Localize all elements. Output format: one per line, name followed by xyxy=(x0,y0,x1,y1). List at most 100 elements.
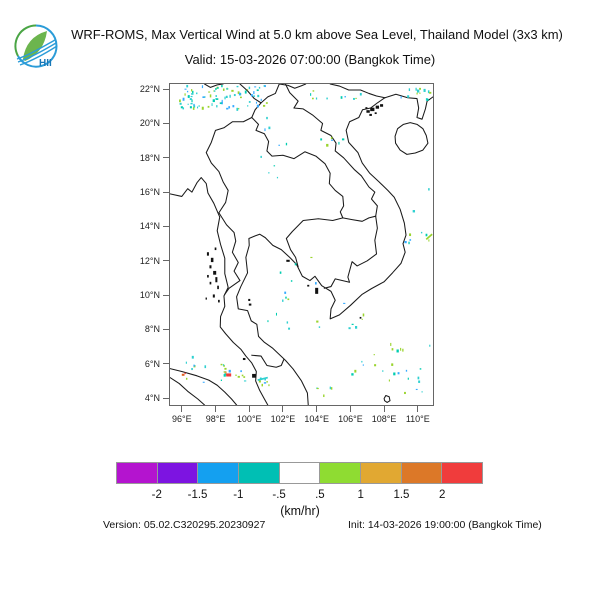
wind-speckle xyxy=(265,102,268,104)
wind-speckle xyxy=(374,364,377,367)
wind-speckle xyxy=(330,387,333,390)
wind-speckle xyxy=(341,138,345,141)
wind-speckle xyxy=(221,101,223,105)
wind-speckle xyxy=(362,313,365,317)
coastline xyxy=(394,122,429,155)
wind-speckle xyxy=(228,106,231,109)
wind-speckle xyxy=(316,320,319,323)
wind-speckle xyxy=(396,349,399,353)
wind-speckle xyxy=(320,138,323,141)
colorbar-tick-label: .5 xyxy=(315,489,325,501)
logo-wave-icon xyxy=(16,39,56,60)
wind-speckle xyxy=(228,369,231,373)
colorbar xyxy=(116,462,484,484)
island xyxy=(365,107,368,109)
wind-speckle xyxy=(390,342,392,346)
wind-speckle xyxy=(409,233,412,237)
wind-speckle xyxy=(263,85,265,87)
lon-tick-label: 108°E xyxy=(371,414,397,424)
coastline xyxy=(170,177,269,405)
wind-speckle xyxy=(355,326,358,329)
island xyxy=(307,284,310,287)
wind-speckle xyxy=(240,370,242,373)
wind-speckle xyxy=(402,348,404,352)
wind-speckle xyxy=(351,373,354,376)
wind-speckle xyxy=(190,95,193,98)
wind-speckle xyxy=(397,372,400,375)
wind-speckle xyxy=(419,92,421,94)
colorbar-cell xyxy=(319,462,362,484)
colorbar-cell xyxy=(441,462,484,484)
wind-speckle xyxy=(279,271,282,274)
wind-speckle xyxy=(193,364,195,367)
wind-speckle xyxy=(185,361,187,364)
lat-tick-label: 14°N xyxy=(139,221,160,232)
wind-speckle xyxy=(428,239,430,242)
lat-tick xyxy=(163,122,169,124)
wind-speckle xyxy=(241,374,244,377)
wind-speckle xyxy=(428,188,430,191)
wind-speckle xyxy=(189,106,192,109)
island xyxy=(359,316,362,319)
colorbar-tick-label: -1 xyxy=(233,489,244,501)
wind-speckle xyxy=(404,240,407,244)
wind-speckle xyxy=(340,96,343,99)
lon-tick xyxy=(417,406,419,412)
wind-speckle xyxy=(312,97,314,100)
lat-tick xyxy=(163,328,169,330)
wind-speckle xyxy=(223,364,225,367)
wind-speckle xyxy=(382,370,384,372)
wind-speckle xyxy=(198,105,200,107)
wind-speckle xyxy=(182,107,185,110)
wind-speckle xyxy=(282,299,284,302)
island xyxy=(248,298,251,301)
country-border xyxy=(342,215,377,222)
wind-speckle xyxy=(212,99,215,103)
logo-wave-icon xyxy=(17,42,57,63)
wind-speckle xyxy=(251,94,253,97)
colorbar-tick-label: 2 xyxy=(439,489,446,501)
island xyxy=(213,270,217,275)
island xyxy=(210,257,214,263)
wind-speckle xyxy=(426,98,429,101)
wind-speckle xyxy=(412,210,416,213)
country-border xyxy=(278,84,307,89)
coastline xyxy=(236,93,433,405)
wind-speckle xyxy=(204,365,207,369)
wind-speckle xyxy=(344,95,346,98)
wind-speckle xyxy=(429,91,432,94)
wind-speckle xyxy=(294,263,297,266)
wind-streak xyxy=(425,233,433,241)
wind-speckle xyxy=(215,88,217,90)
wind-speckle xyxy=(189,98,192,101)
wind-speckle xyxy=(180,106,183,109)
wind-speckle xyxy=(201,85,204,89)
island xyxy=(380,104,384,107)
lat-tick xyxy=(163,397,169,399)
wind-speckle xyxy=(268,172,270,174)
wind-speckle xyxy=(220,379,223,381)
wind-speckle xyxy=(222,88,225,91)
wind-speckle xyxy=(417,376,420,380)
wind-speckle xyxy=(400,96,402,99)
wind-speckle xyxy=(262,104,266,107)
coastline xyxy=(170,377,206,405)
lat-tick xyxy=(163,157,169,159)
island xyxy=(205,297,207,300)
wind-speckle xyxy=(193,105,196,108)
wind-speckle xyxy=(315,97,318,100)
wind-speckle xyxy=(221,99,223,103)
wind-speckle xyxy=(238,107,240,110)
wind-speckle xyxy=(184,88,187,90)
colorbar-cell xyxy=(156,462,199,484)
wind-speckle xyxy=(408,88,411,92)
country-border xyxy=(323,215,378,289)
wind-speckle xyxy=(361,360,363,363)
wind-speckle xyxy=(354,369,357,373)
wind-speckle xyxy=(192,107,195,110)
lon-tick-label: 106°E xyxy=(338,414,363,424)
wind-speckle xyxy=(235,374,237,376)
wind-speckle xyxy=(179,99,181,103)
country-border xyxy=(251,84,280,119)
wind-speckle xyxy=(192,90,194,93)
